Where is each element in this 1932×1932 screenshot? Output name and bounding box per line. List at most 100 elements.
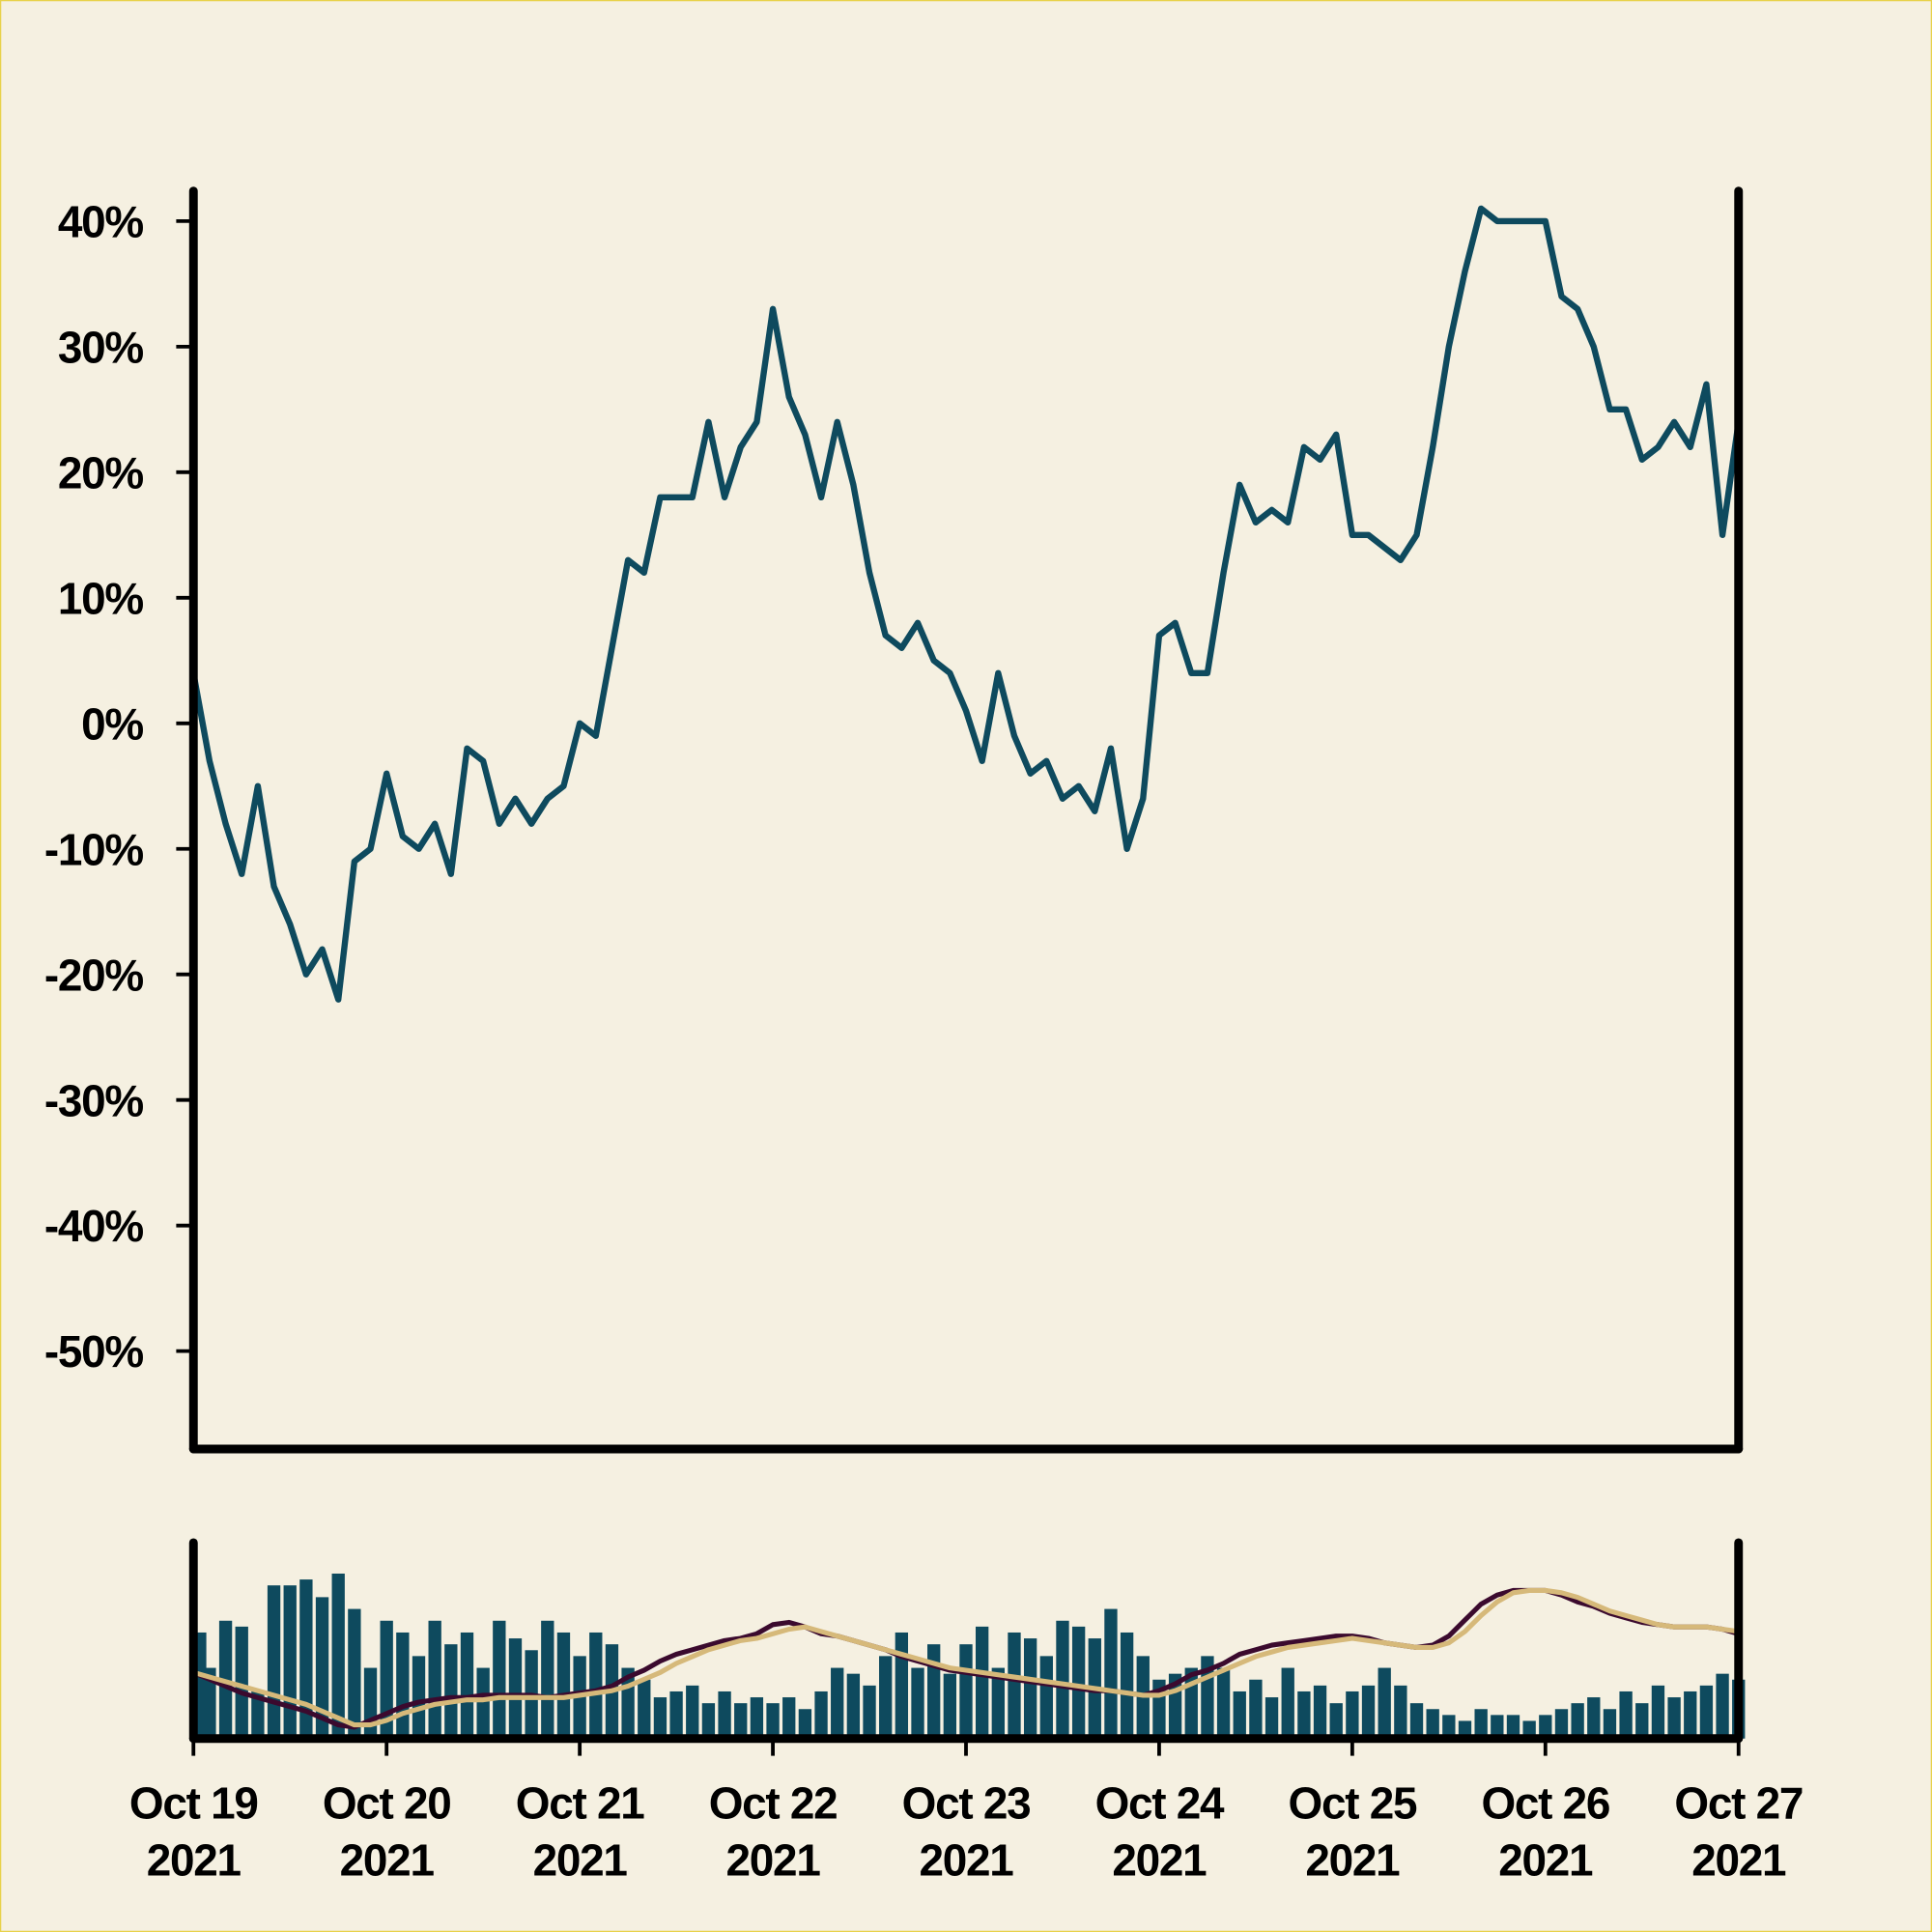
volume-bar <box>493 1620 506 1739</box>
volume-bar <box>460 1632 474 1739</box>
x-tick-label: Oct 26 <box>1481 1778 1609 1829</box>
volume-bar <box>1409 1703 1424 1739</box>
volume-bar <box>1281 1667 1294 1739</box>
y-tick-label: -10% <box>44 824 144 874</box>
x-tick-label: 2021 <box>340 1834 435 1885</box>
volume-bar <box>1249 1679 1263 1739</box>
x-tick-label: Oct 20 <box>323 1778 451 1829</box>
volume-bar <box>1651 1685 1665 1739</box>
volume-bar <box>782 1697 796 1739</box>
volume-bar <box>412 1656 426 1739</box>
volume-bar <box>1120 1632 1134 1739</box>
volume-bar <box>1023 1638 1037 1739</box>
volume-bar <box>1587 1697 1601 1739</box>
volume-bar <box>476 1667 490 1739</box>
volume-bar <box>1635 1703 1649 1739</box>
volume-bar <box>541 1620 554 1739</box>
volume-bar <box>766 1703 780 1739</box>
volume-bar <box>734 1703 748 1739</box>
y-tick-label: -20% <box>44 950 144 1000</box>
volume-bar <box>879 1656 893 1739</box>
volume-bar <box>428 1620 441 1739</box>
volume-bar <box>814 1690 828 1739</box>
volume-bar <box>508 1638 523 1739</box>
volume-bar <box>251 1690 265 1739</box>
volume-bar <box>589 1632 603 1739</box>
volume-bar <box>1603 1709 1617 1739</box>
average-line <box>192 1587 1740 1728</box>
volume-bar <box>1039 1656 1053 1739</box>
y-tick-label: 10% <box>58 573 144 623</box>
volume-bar <box>701 1703 716 1739</box>
volume-bar <box>348 1608 361 1739</box>
x-tick-label: Oct 25 <box>1289 1778 1417 1829</box>
volume-bar <box>831 1667 844 1739</box>
volume-bar <box>991 1667 1005 1739</box>
y-tick-label: 20% <box>58 447 144 497</box>
volume-bar <box>863 1685 876 1739</box>
volume-bar <box>1522 1720 1536 1739</box>
volume-bar <box>1442 1715 1456 1739</box>
volume-bar <box>1346 1690 1359 1739</box>
volume-bar <box>1313 1685 1327 1739</box>
volume-bar <box>927 1644 941 1739</box>
volume-bar <box>1297 1690 1311 1739</box>
volume-bar <box>1458 1720 1472 1739</box>
volume-bar <box>556 1632 571 1739</box>
volume-bar <box>895 1632 909 1739</box>
volume-bar <box>1361 1685 1376 1739</box>
volume-bar <box>1554 1709 1569 1739</box>
volume-bar <box>299 1579 313 1739</box>
volume-bar <box>975 1626 989 1739</box>
y-tick-label: 0% <box>81 698 143 749</box>
volume-bar <box>1264 1697 1279 1739</box>
x-tick-label: 2021 <box>1498 1834 1593 1885</box>
x-tick-label: 2021 <box>1112 1834 1207 1885</box>
volume-bar <box>1716 1673 1729 1739</box>
volume-bar <box>943 1673 957 1739</box>
x-tick-label: 2021 <box>533 1834 628 1885</box>
volume-bar <box>653 1697 668 1739</box>
volume-bar <box>203 1667 216 1739</box>
volume-bar <box>1491 1715 1504 1739</box>
x-tick-label: Oct 21 <box>516 1778 644 1829</box>
volume-bar <box>1474 1709 1488 1739</box>
volume-bar <box>1104 1608 1118 1739</box>
volume-bar <box>1233 1690 1246 1739</box>
x-tick-label: 2021 <box>726 1834 821 1885</box>
volume-bar <box>669 1690 683 1739</box>
x-tick-label: 2021 <box>1691 1834 1786 1885</box>
y-tick-label: 40% <box>58 196 144 246</box>
x-tick-label: Oct 24 <box>1095 1778 1225 1829</box>
volume-bar <box>798 1709 812 1739</box>
x-tick-label: Oct 19 <box>129 1778 258 1829</box>
price-line <box>190 205 1742 1003</box>
volume-bar <box>1426 1709 1439 1739</box>
volume-bar <box>1571 1703 1584 1739</box>
volume-bar <box>718 1690 731 1739</box>
volume-bar <box>1071 1626 1086 1739</box>
x-tick-label: 2021 <box>147 1834 242 1885</box>
volume-bar <box>911 1667 924 1739</box>
volume-bar <box>1394 1685 1407 1739</box>
y-tick-label: 30% <box>58 322 144 372</box>
volume-bar <box>1329 1703 1343 1739</box>
volume-bar <box>1506 1715 1520 1739</box>
volume-bar <box>846 1673 861 1739</box>
volume-bar <box>959 1644 973 1739</box>
x-tick-label: 2021 <box>1305 1834 1400 1885</box>
x-tick-label: Oct 27 <box>1674 1778 1803 1829</box>
volume-bar <box>750 1697 764 1739</box>
volume-bar <box>686 1685 699 1739</box>
y-tick-label: -40% <box>44 1201 144 1251</box>
volume-bar <box>1619 1690 1633 1739</box>
volume-bar <box>363 1667 378 1739</box>
volume-bar <box>1378 1667 1391 1739</box>
volume-bar <box>380 1620 393 1739</box>
volume-bar <box>315 1597 329 1739</box>
volume-bar <box>331 1573 345 1739</box>
volume-bar <box>267 1585 281 1739</box>
volume-bar <box>1216 1667 1231 1739</box>
